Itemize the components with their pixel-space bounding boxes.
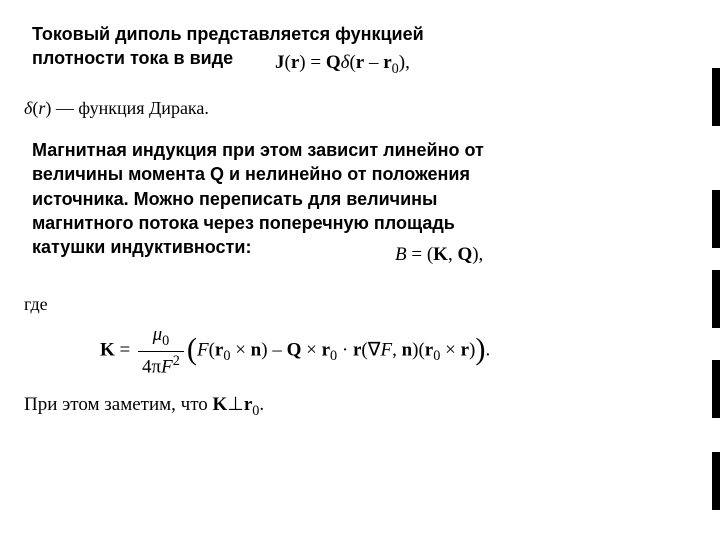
sym-r0: r [383, 52, 391, 73]
sym-r: r [356, 52, 364, 73]
formula-B: B = (K, Q), [395, 242, 483, 268]
sym-F: F [197, 339, 209, 360]
side-stripe [712, 68, 720, 126]
final-note-prefix: При этом заметим, что [24, 394, 213, 415]
sym-K: K [100, 339, 115, 360]
dirac-note: δ(r) — функция Дирака. [24, 96, 209, 120]
fraction: μ0 4πF2 [138, 322, 184, 380]
sym: ), [399, 52, 410, 73]
sym: = ( [407, 244, 434, 265]
side-stripe [712, 190, 720, 248]
sym: , [448, 244, 458, 265]
sym-mu: μ [153, 324, 163, 345]
sym: = [115, 339, 135, 360]
sym-F: F [161, 356, 173, 377]
sym-period: . [259, 394, 264, 415]
side-stripe [712, 452, 720, 510]
side-stripe [712, 360, 720, 418]
sym-K: K [213, 394, 228, 415]
sym-times: × [440, 339, 460, 360]
sym-minus: – [268, 339, 287, 360]
formula-K: K = μ0 4πF2 (F(r0 × n) – Q × r0 · r(∇F, … [100, 322, 490, 380]
slide-page: Токовый диполь представляется функцией п… [0, 0, 720, 540]
sym-nabla: ∇ [368, 339, 381, 360]
sym-times: × [230, 339, 250, 360]
sym-r: r [461, 339, 469, 360]
side-stripe [712, 270, 720, 328]
sym-4pi: 4π [142, 356, 161, 377]
sym-period: . [485, 339, 490, 360]
dirac-text: — функция Дирака. [51, 98, 209, 118]
sym-r: r [291, 52, 299, 73]
sym-K: K [433, 244, 448, 265]
sym-times: × [301, 339, 321, 360]
sym-sub0: 0 [392, 61, 399, 77]
sym-n: n [251, 339, 262, 360]
sym-perp: ⊥ [227, 394, 244, 415]
sym-J: J [275, 52, 285, 73]
sym-B: B [395, 244, 407, 265]
final-note: При этом заметим, что K⊥r0. [24, 392, 264, 421]
sym: = [306, 52, 326, 73]
sym-sub0: 0 [162, 333, 169, 349]
formula-current-density: J(r) = Qδ(r – r0), [275, 50, 410, 79]
sym-n: n [402, 339, 413, 360]
sym-r0: r [322, 339, 330, 360]
sym-F: F [380, 339, 392, 360]
sym: , [392, 339, 402, 360]
sym: – [364, 52, 383, 73]
sym-Q: Q [457, 244, 472, 265]
sym-Q: Q [287, 339, 302, 360]
sym-Q: Q [326, 52, 341, 73]
sym-dot: · [337, 339, 353, 360]
sym-r0: r [425, 339, 433, 360]
sym: ), [472, 244, 483, 265]
sym-sup2: 2 [173, 353, 180, 369]
where-label: где [24, 292, 48, 316]
